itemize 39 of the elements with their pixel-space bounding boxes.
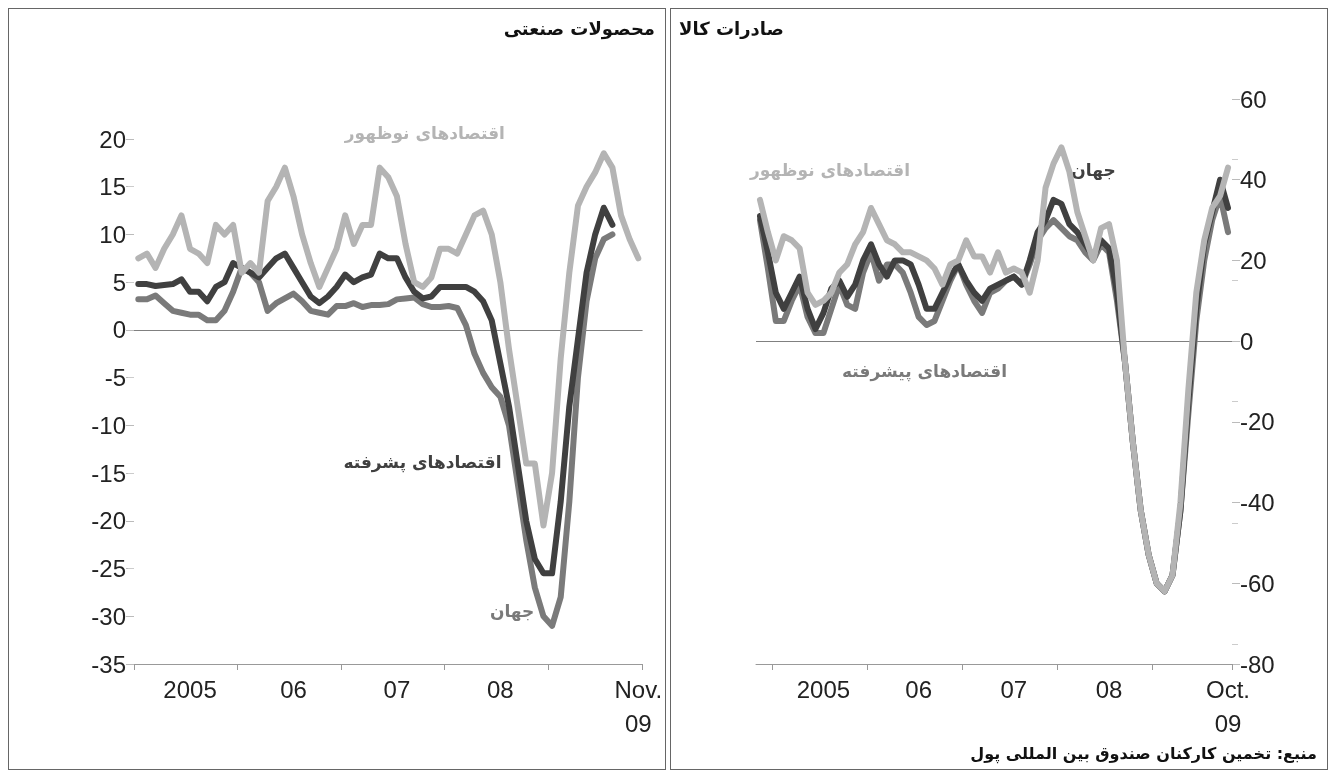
x-tick-label: 08 (487, 675, 514, 703)
y2-tick-label: 60 (1240, 85, 1267, 113)
series-label: اقتصادهای نوظهور (748, 159, 911, 181)
y-tick-label: -35 (91, 650, 126, 678)
series-label: جهان (1071, 159, 1116, 181)
y2-tick-label: -40 (1240, 489, 1275, 517)
x-tick-label: 06 (280, 675, 307, 703)
x-tick-label: 07 (1000, 675, 1028, 703)
chart-title: محصولات صنعتی (503, 17, 655, 40)
chart-title: صادرات کالا (679, 17, 784, 39)
text: اقتصادهای نوظهور (343, 122, 505, 144)
x-tick-label: 2005 (163, 675, 217, 703)
x-tick-label: 2005 (796, 675, 851, 703)
y2-tick-label: -80 (1240, 650, 1275, 678)
series-label: اقتصادهای پشرفته (343, 452, 502, 474)
series-label: اقتصادهای پیشرفته (841, 360, 1008, 382)
y-tick-label: -20 (91, 507, 126, 535)
text: منبع: تخمین کارکنان صندوق بین المللی پول (970, 743, 1317, 764)
y-tick-label: 10 (99, 220, 126, 248)
y2-tick-label: 20 (1240, 246, 1267, 274)
y-tick-label: -5 (104, 364, 126, 392)
x-tick-label: Oct. 09 (1206, 675, 1251, 737)
series-label: جهان (489, 600, 535, 622)
x-tick-label: Nov. 09 (614, 675, 663, 737)
x-tick-label: 07 (383, 675, 411, 703)
x-tick-label: 08 (1095, 675, 1123, 703)
y-tick-label: -30 (91, 602, 126, 630)
y2-tick-label: 40 (1240, 166, 1267, 194)
y-tick-label: -25 (91, 555, 126, 583)
y-tick-label: 0 (112, 316, 126, 344)
y-tick-label: 15 (99, 173, 126, 201)
y-tick-label: 5 (112, 268, 126, 296)
y-tick-label: -15 (91, 459, 126, 487)
y2-tick-label: -60 (1240, 569, 1275, 597)
y-tick-label: 20 (99, 125, 126, 153)
y2-tick-label: 0 (1240, 327, 1254, 355)
x-tick-label: 06 (905, 675, 932, 703)
y2-tick-label: -20 (1240, 408, 1275, 436)
y-tick-label: -10 (91, 411, 126, 439)
